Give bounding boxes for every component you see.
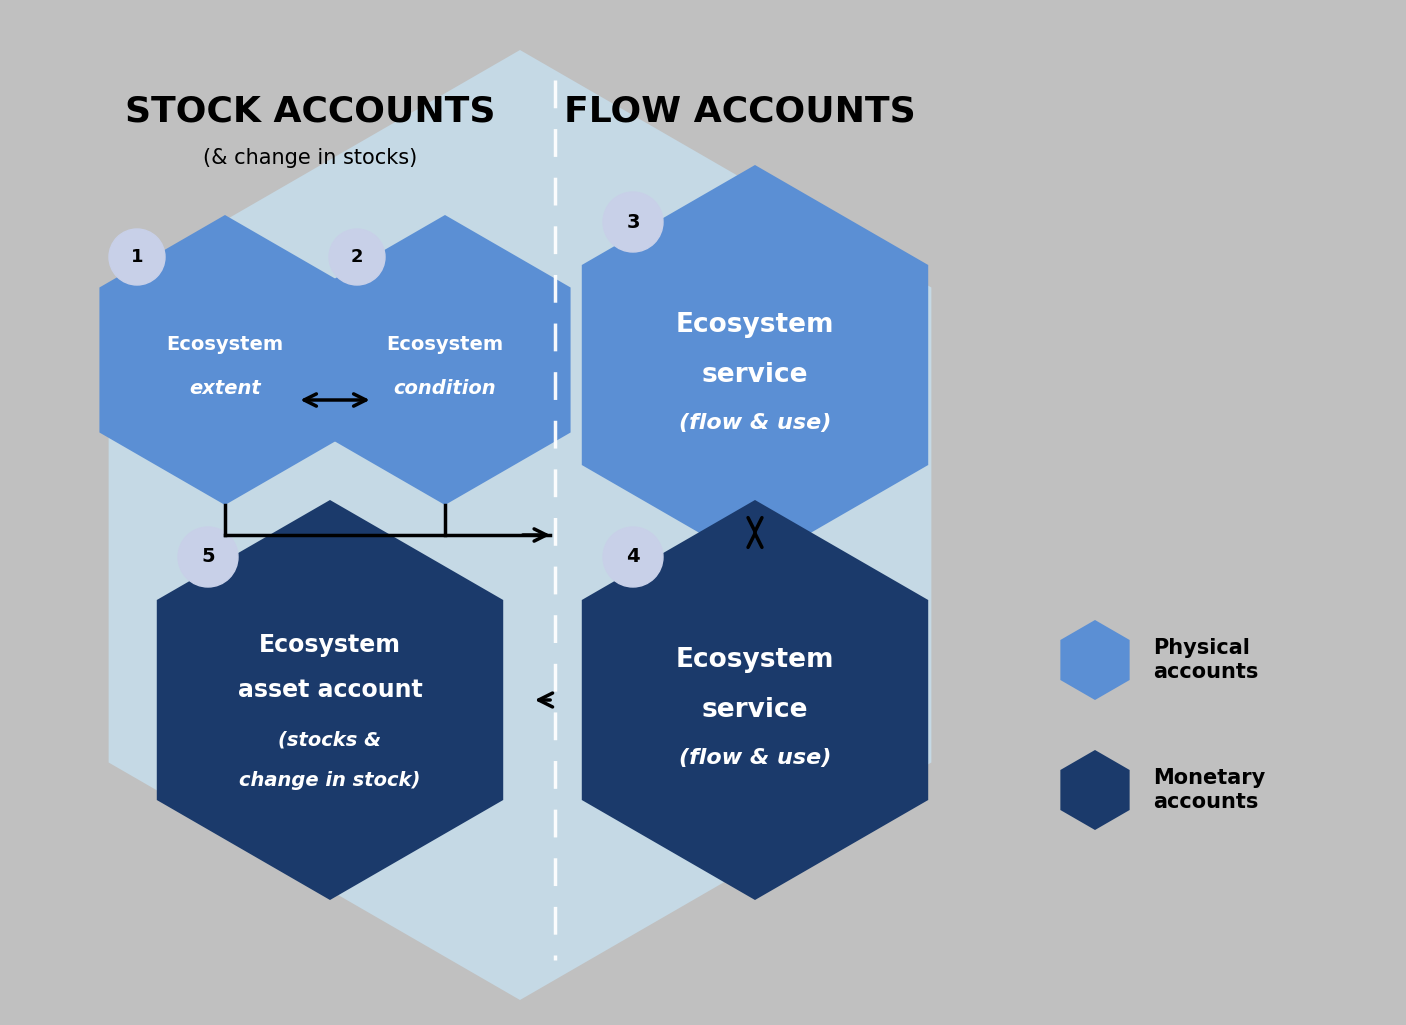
Circle shape [603, 527, 664, 587]
Text: 2: 2 [350, 248, 363, 266]
Circle shape [110, 229, 165, 285]
Circle shape [179, 527, 238, 587]
Text: STOCK ACCOUNTS: STOCK ACCOUNTS [125, 95, 495, 129]
Polygon shape [108, 50, 931, 1000]
Text: Ecosystem: Ecosystem [676, 647, 834, 673]
Polygon shape [1060, 750, 1129, 830]
Text: 4: 4 [626, 547, 640, 567]
Text: Ecosystem: Ecosystem [259, 633, 401, 657]
Text: Ecosystem: Ecosystem [387, 335, 503, 355]
Text: condition: condition [394, 378, 496, 398]
Text: (stocks &: (stocks & [278, 731, 381, 749]
Text: service: service [702, 697, 808, 723]
Text: 3: 3 [626, 212, 640, 232]
Text: (flow & use): (flow & use) [679, 413, 831, 433]
Circle shape [329, 229, 385, 285]
Text: Ecosystem: Ecosystem [676, 312, 834, 338]
Text: (flow & use): (flow & use) [679, 748, 831, 768]
Text: change in stock): change in stock) [239, 771, 420, 789]
Text: 5: 5 [201, 547, 215, 567]
Text: (& change in stocks): (& change in stocks) [202, 148, 418, 168]
Circle shape [603, 192, 664, 252]
Text: asset account: asset account [238, 678, 422, 702]
Text: extent: extent [190, 378, 262, 398]
Polygon shape [582, 500, 928, 900]
Polygon shape [582, 165, 928, 565]
Text: Physical
accounts: Physical accounts [1153, 639, 1258, 682]
Polygon shape [157, 500, 503, 900]
Text: 1: 1 [131, 248, 143, 266]
Polygon shape [1060, 620, 1129, 700]
Polygon shape [319, 215, 571, 505]
Text: Monetary
accounts: Monetary accounts [1153, 769, 1265, 812]
Text: FLOW ACCOUNTS: FLOW ACCOUNTS [564, 95, 915, 129]
Text: service: service [702, 362, 808, 388]
Polygon shape [100, 215, 350, 505]
Text: Ecosystem: Ecosystem [166, 335, 284, 355]
